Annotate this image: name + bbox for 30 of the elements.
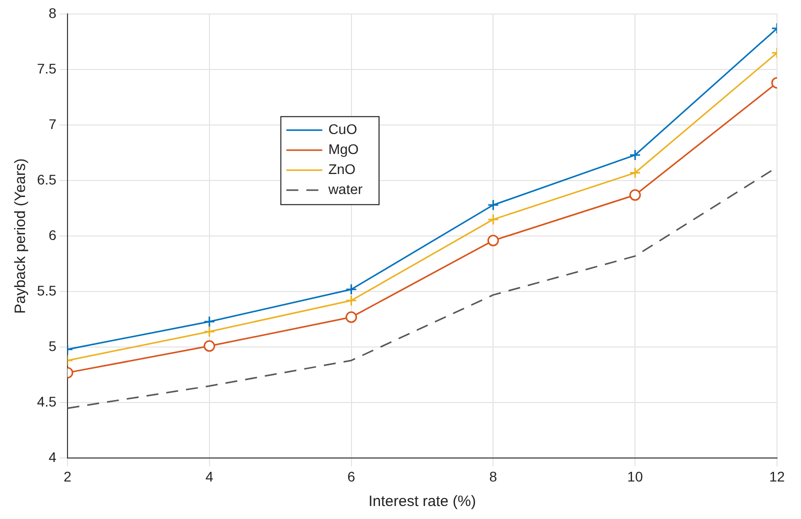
x-tick-label: 8: [489, 468, 498, 484]
point: [204, 326, 216, 338]
y-tick-label: 5.5: [36, 282, 57, 298]
point: [346, 284, 358, 296]
y-tick-label: 7: [48, 116, 57, 132]
point: [487, 199, 499, 211]
legend-label: water: [327, 181, 363, 198]
point: [346, 294, 358, 306]
y-tick-label: 5: [48, 338, 57, 354]
x-tick-label: 12: [769, 468, 785, 484]
point: [204, 340, 216, 352]
y-tick-label: 8: [48, 4, 57, 21]
x-tick-label: 10: [627, 468, 644, 484]
point: [487, 234, 499, 246]
x-tick-label: 6: [347, 468, 356, 484]
y-tick-label: 4: [48, 449, 57, 466]
legend-label: ZnO: [328, 161, 356, 178]
y-tick-label: 4.5: [36, 394, 57, 410]
point: [204, 316, 216, 328]
point: [346, 311, 358, 323]
x-tick-label: 2: [64, 468, 72, 484]
legend-label: MgO: [328, 141, 359, 158]
y-tick-label: 6: [48, 226, 57, 243]
x-tick-label: 4: [205, 468, 214, 484]
point: [487, 214, 499, 226]
legend-label: CuO: [328, 121, 358, 138]
y-axis-title: Payback period (Years): [12, 158, 30, 314]
y-tick-label: 7.5: [36, 60, 57, 76]
y-tick-label: 6.5: [36, 171, 57, 188]
x-axis-title: Interest rate (%): [368, 493, 476, 510]
